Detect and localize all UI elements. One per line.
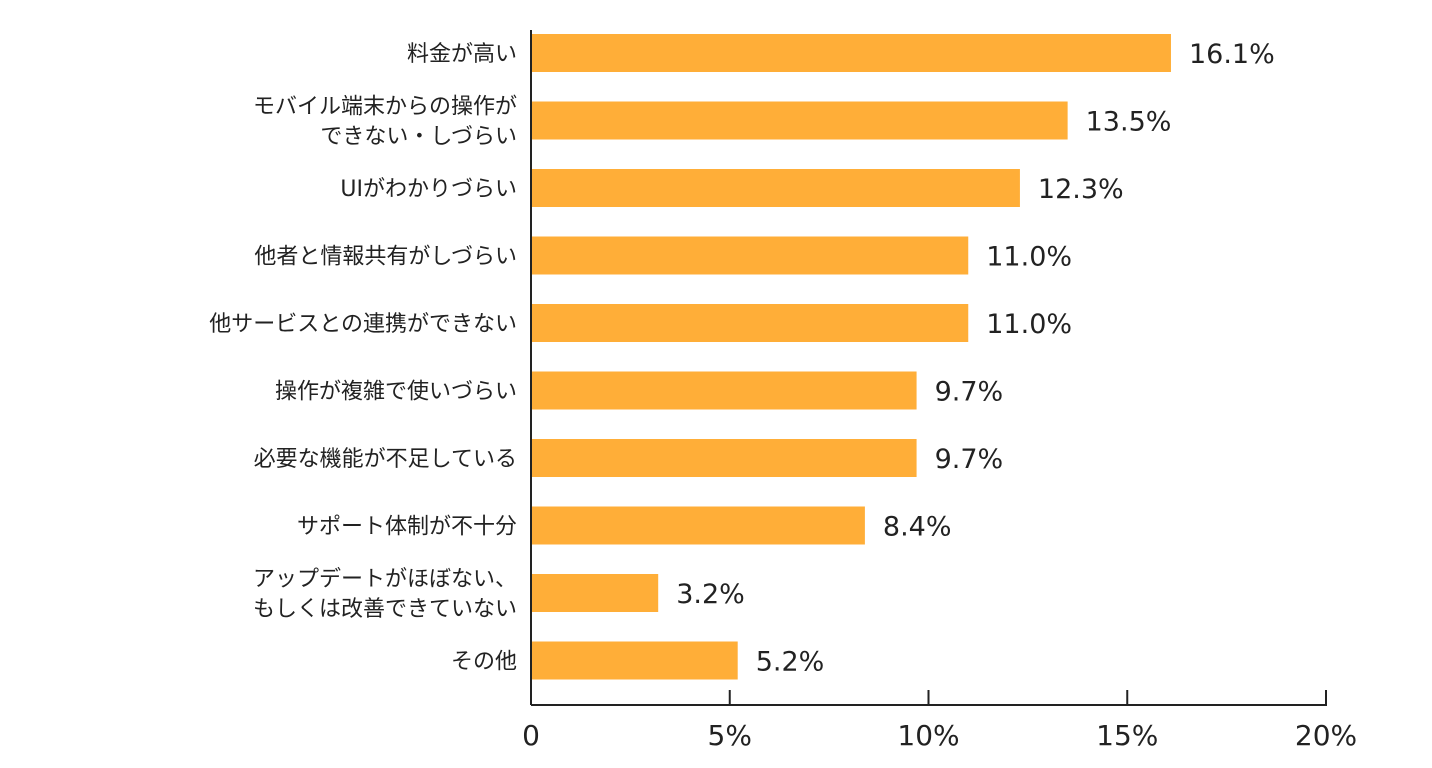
- axes-group: [530, 30, 1327, 706]
- value-label-0: 16.1%: [1189, 39, 1275, 70]
- bar-3: [531, 236, 969, 275]
- value-label-9: 5.2%: [756, 647, 825, 678]
- x-tick-label-1: 5%: [708, 719, 752, 752]
- value-label-6: 9.7%: [935, 444, 1004, 475]
- value-label-1: 13.5%: [1086, 107, 1172, 138]
- bar-8: [531, 574, 659, 612]
- value-label-4: 11.0%: [986, 309, 1072, 340]
- x-tick-label-4: 20%: [1295, 719, 1357, 752]
- bar-9: [531, 641, 738, 680]
- category-label-4: 他サービスとの連携ができない: [209, 312, 517, 337]
- category-label-0: 料金が高い: [407, 42, 517, 67]
- value-label-8: 3.2%: [676, 579, 745, 610]
- category-label-1-line-1: できない・しづらい: [320, 125, 517, 150]
- category-label-3: 他者と情報共有がしづらい: [254, 245, 517, 270]
- value-label-7: 8.4%: [883, 512, 952, 543]
- category-label-8-line-0: アップデートがほぼない、: [253, 567, 517, 592]
- bar-5: [531, 371, 917, 410]
- bar-0: [531, 34, 1171, 72]
- category-label-6: 必要な機能が不足している: [254, 447, 517, 472]
- x-tick-label-3: 15%: [1096, 719, 1158, 752]
- category-label-9: その他: [451, 650, 517, 675]
- value-label-5: 9.7%: [935, 377, 1004, 408]
- bar-4: [531, 304, 969, 342]
- bar-2: [531, 169, 1020, 207]
- x-tick-label-0: 0: [522, 719, 540, 752]
- bar-7: [531, 506, 865, 545]
- value-label-3: 11.0%: [986, 242, 1072, 273]
- category-label-5: 操作が複雑で使いづらい: [275, 380, 517, 405]
- category-label-8-line-1: もしくは改善できていない: [253, 597, 517, 622]
- category-label-1-line-0: モバイル端末からの操作が: [253, 95, 517, 120]
- x-tick-label-2: 10%: [897, 719, 959, 752]
- bars-group: [531, 34, 1171, 680]
- value-label-2: 12.3%: [1038, 174, 1124, 205]
- category-label-2: UIがわかりづらい: [340, 177, 517, 202]
- bar-6: [531, 439, 917, 477]
- category-label-7: サポート体制が不十分: [297, 515, 517, 540]
- bar-1: [531, 101, 1068, 140]
